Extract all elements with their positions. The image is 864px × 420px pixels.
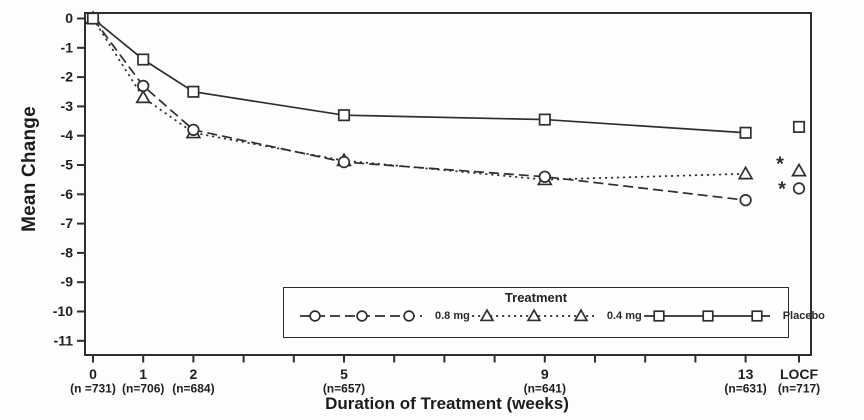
circle-marker-icon	[356, 310, 368, 322]
square-marker-icon	[792, 120, 806, 133]
triangle-marker-icon	[573, 308, 589, 322]
dashed-circle-line-sample-icon	[300, 310, 422, 322]
svg-text:-3: -3	[61, 98, 74, 114]
legend-box: Treatment 0.8 mg 0.4 mg Placebo	[283, 287, 825, 338]
svg-text:(n=657): (n=657)	[323, 382, 365, 396]
svg-text:(n =731): (n =731)	[70, 382, 116, 396]
svg-text:1: 1	[139, 366, 147, 382]
x-axis-ticks: 0(n =731) 1(n=706) 2(n=684) 5(n=657) 9(n=641…	[70, 355, 820, 396]
legend-entry-placebo: Placebo	[642, 307, 825, 325]
circle-marker-icon	[309, 310, 321, 322]
svg-text:0: 0	[89, 366, 97, 382]
dotted-triangle-line-sample-icon	[471, 308, 594, 322]
triangle-marker-icon	[791, 162, 807, 177]
series-line-Placebo	[92, 17, 746, 134]
circle-marker-icon	[403, 310, 415, 322]
legend-entry-0-4mg: 0.4 mg	[470, 307, 642, 325]
legend-label-placebo: Placebo	[782, 310, 825, 322]
triangle-marker-icon	[737, 165, 754, 180]
svg-text:(n=684): (n=684)	[172, 382, 214, 396]
circle-marker-icon	[137, 79, 150, 93]
svg-text:LOCF: LOCF	[780, 366, 819, 382]
triangle-marker-icon	[135, 89, 152, 104]
square-marker-icon	[337, 109, 351, 122]
svg-text:9: 9	[541, 366, 549, 382]
circle-marker-icon	[538, 170, 551, 183]
svg-text:-11: -11	[54, 332, 74, 348]
legend-label-0-8mg: 0.8 mg	[435, 310, 470, 322]
svg-text:(n=631): (n=631)	[724, 382, 766, 396]
svg-text:-4: -4	[61, 127, 74, 143]
asterisk-annotation: *	[778, 178, 786, 200]
svg-text:(n=706): (n=706)	[122, 382, 164, 396]
significance-asterisks: **	[776, 154, 786, 201]
circle-marker-icon	[792, 182, 806, 195]
y-axis-title: Mean Change	[19, 106, 40, 232]
square-marker-icon	[187, 85, 200, 98]
svg-text:-5: -5	[61, 157, 74, 173]
triangle-marker-icon	[479, 308, 495, 322]
square-marker-icon	[538, 113, 551, 126]
solid-square-line-sample-icon	[643, 310, 770, 322]
legend-label-0-4mg: 0.4 mg	[606, 310, 642, 322]
svg-text:-10: -10	[53, 303, 73, 319]
square-marker-icon	[751, 310, 763, 322]
legend-entry-0-8mg: 0.8 mg	[298, 307, 470, 325]
svg-text:-2: -2	[61, 69, 74, 85]
square-marker-icon	[739, 126, 752, 139]
square-marker-icon	[653, 310, 665, 322]
series-markers-08mg	[86, 12, 806, 207]
series-markers-Placebo	[86, 12, 806, 139]
series-markers-04mg	[85, 10, 807, 186]
svg-text:0: 0	[65, 10, 73, 26]
square-marker-icon	[86, 12, 100, 25]
circle-marker-icon	[337, 155, 351, 169]
plot-frame	[84, 12, 812, 356]
series-line-04mg	[92, 18, 746, 181]
svg-text:(n=641): (n=641)	[524, 382, 566, 396]
svg-text:-9: -9	[61, 274, 74, 290]
svg-text:-1: -1	[61, 39, 74, 55]
svg-text:(n=717): (n=717)	[778, 382, 820, 396]
square-marker-icon	[137, 53, 150, 66]
triangle-marker-icon	[526, 308, 542, 322]
legend-title: Treatment	[504, 290, 568, 305]
square-marker-icon	[702, 310, 714, 322]
svg-text:-7: -7	[61, 215, 74, 231]
svg-text:2: 2	[190, 366, 198, 382]
series-line-08mg	[92, 17, 746, 202]
circle-marker-icon	[187, 123, 200, 136]
legend-row: 0.8 mg 0.4 mg Placebo	[284, 305, 825, 325]
circle-marker-icon	[739, 194, 752, 207]
y-axis-ticks: 0 -1 -2 -3 -4 -5 -6 -7 -8 -9 -10 -11	[53, 10, 85, 348]
x-axis-title: Duration of Treatment (weeks)	[325, 394, 569, 413]
svg-text:-6: -6	[61, 186, 74, 202]
asterisk-annotation: *	[776, 154, 784, 176]
svg-text:-8: -8	[61, 244, 74, 260]
svg-text:13: 13	[738, 366, 754, 382]
svg-text:5: 5	[340, 366, 348, 382]
